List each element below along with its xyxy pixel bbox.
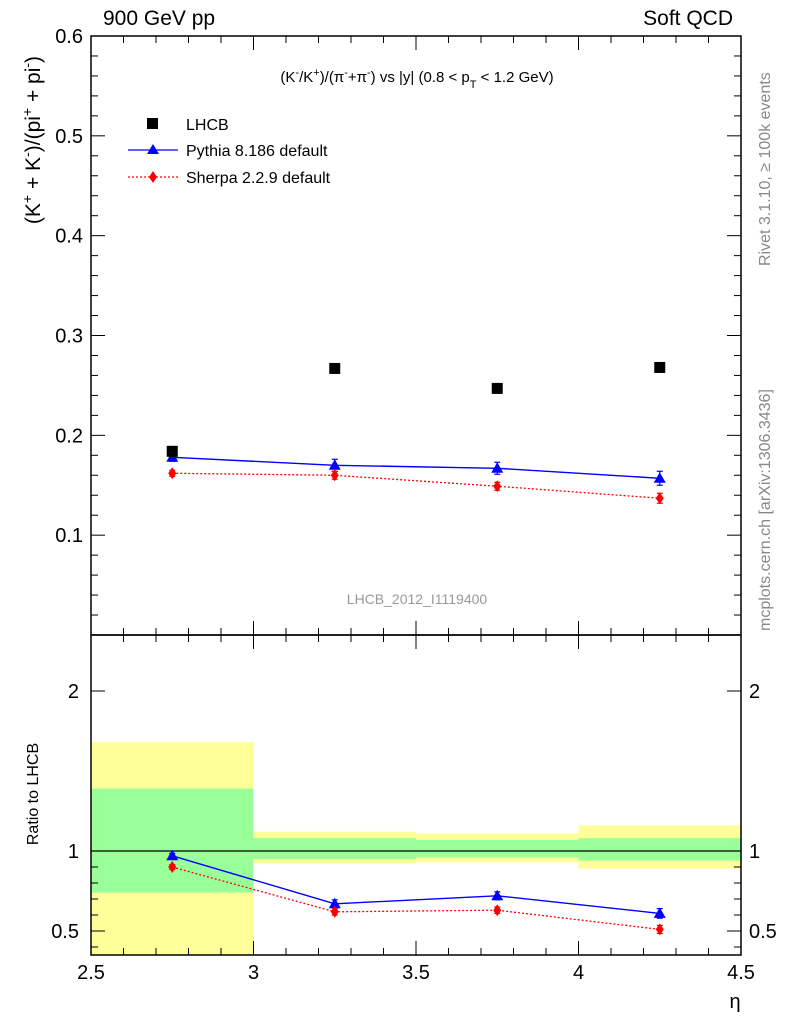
- analysis-watermark: LHCB_2012_I1119400: [347, 591, 488, 607]
- x-tick-label: 3: [248, 962, 259, 984]
- sherpa-ratio-point: [655, 923, 664, 936]
- pythia-ratio-point: [166, 849, 179, 861]
- main-plot-title: (K-/K+)/(π-+π-) vs |y| (0.8 < pT < 1.2 G…: [280, 67, 553, 91]
- ratio-band-inner-0: [91, 788, 254, 893]
- ratio-band-inner-2: [416, 839, 579, 858]
- legend-lhcb-marker: [147, 118, 158, 129]
- ratio-axes: 2.5 3 3.5 4 4.5 0.5 0.5 1 1 2 2: [51, 635, 777, 984]
- main-y-tick-label: 0.2: [55, 425, 83, 447]
- legend-pythia-label: Pythia 8.186 default: [186, 143, 328, 160]
- sherpa-ratio-point: [330, 905, 339, 918]
- pythia-ratio-point: [653, 907, 666, 918]
- lhcb-data-point: [491, 382, 503, 394]
- pythia-ratio-line: [172, 855, 660, 915]
- ratio-series: [166, 849, 666, 936]
- x-tick-label: 4.5: [727, 962, 755, 984]
- legend-sherpa-label: Sherpa 2.2.9 default: [186, 170, 331, 187]
- legend: LHCB Pythia 8.186 default Sherpa 2.2.9 d…: [128, 117, 331, 187]
- x-axis-label: η: [729, 991, 740, 1013]
- ratio-band-inner-3: [578, 838, 741, 861]
- lhcb-data-point: [166, 445, 178, 457]
- x-tick-label: 2.5: [77, 962, 105, 984]
- ratio-y-axis-label: Ratio to LHCB: [25, 743, 42, 845]
- pythia-main-point: [653, 472, 666, 483]
- header-right-label: Soft QCD: [643, 7, 733, 30]
- legend-sherpa-marker: [149, 171, 157, 183]
- ratio-y-tick-label: 1: [68, 841, 79, 863]
- main-y-tick-label: 0.4: [55, 226, 83, 248]
- lhcb-data-point: [329, 362, 341, 374]
- ratio-band-inner-1: [253, 838, 416, 859]
- main-y-axis-label: (K+ + K-)/(pi+ + pi-): [19, 56, 45, 224]
- x-tick-label: 4: [573, 962, 584, 984]
- x-tick-label: 3.5: [402, 962, 430, 984]
- ratio-y-tick-label-right: 2: [749, 681, 760, 703]
- ratio-y-tick-label-right: 1: [749, 841, 760, 863]
- sherpa-main-point: [493, 480, 502, 493]
- main-y-tick-label: 0.3: [55, 326, 83, 348]
- main-series: [166, 361, 666, 505]
- legend-lhcb-label: LHCB: [186, 117, 229, 134]
- ratio-y-tick-label: 0.5: [51, 921, 79, 943]
- pythia-main-line: [172, 456, 660, 479]
- main-y-tick-label: 0.5: [55, 126, 83, 148]
- pythia-ratio-point: [491, 889, 504, 901]
- sherpa-ratio-line: [172, 866, 660, 931]
- pythia-main-point: [491, 462, 504, 473]
- lhcb-data-point: [654, 361, 666, 373]
- pythia-main-point: [328, 459, 341, 470]
- sherpa-ratio-point: [168, 861, 177, 873]
- ratio-y-tick-label: 2: [68, 681, 79, 703]
- sherpa-main-line: [172, 472, 660, 499]
- main-y-tick-label: 0.1: [55, 525, 83, 547]
- sherpa-ratio-point: [493, 904, 502, 917]
- sherpa-main-point: [330, 469, 339, 482]
- legend-pythia-marker: [147, 144, 159, 154]
- ratio-y-tick-label-right: 0.5: [749, 921, 777, 943]
- sherpa-main-point: [168, 467, 177, 480]
- main-y-tick-label: 0.6: [55, 26, 83, 48]
- sherpa-main-point: [655, 492, 664, 505]
- ratio-uncertainty-bands: [91, 742, 741, 955]
- pythia-ratio-point: [328, 897, 341, 909]
- header-left-label: 900 GeV pp: [103, 7, 216, 30]
- main-axes: 0.1 0.2 0.3 0.4 0.5 0.6: [55, 26, 742, 636]
